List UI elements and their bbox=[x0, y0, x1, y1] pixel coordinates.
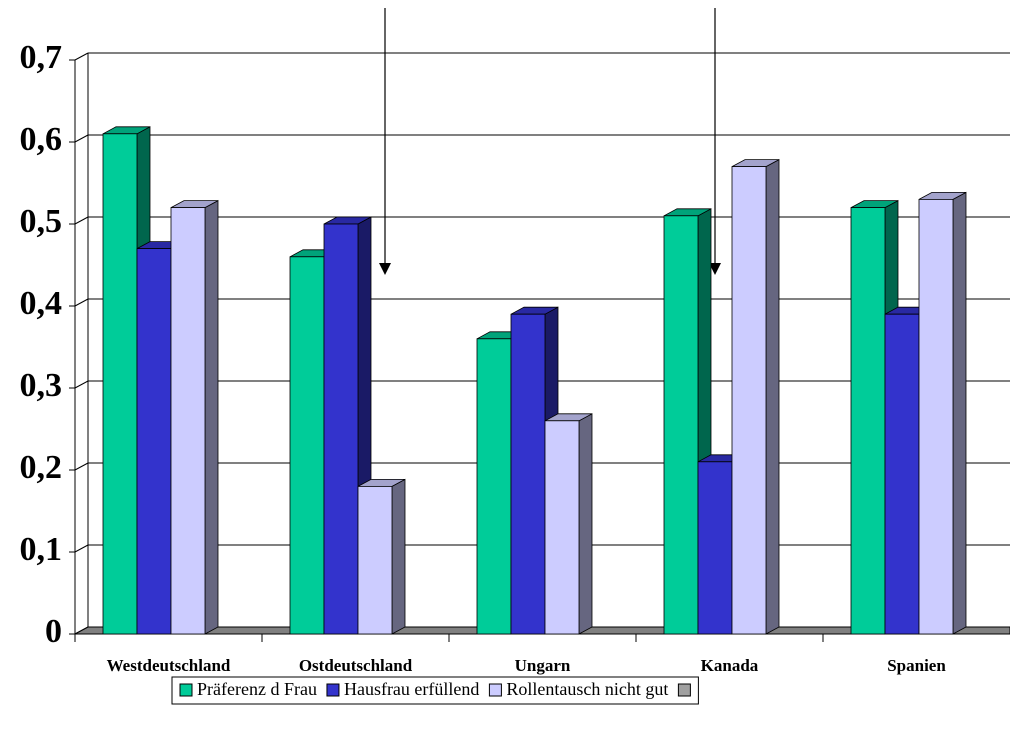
bar-side bbox=[952, 191, 967, 635]
grid-line bbox=[74, 544, 89, 553]
legend-label: Präferenz d Frau bbox=[197, 679, 317, 699]
bar bbox=[731, 158, 780, 635]
bar-front bbox=[323, 223, 359, 635]
legend: Präferenz d Frau Hausfrau erfüllend Rollen… bbox=[171, 676, 699, 705]
legend-swatch bbox=[179, 683, 193, 697]
bar-side bbox=[204, 199, 219, 635]
legend-swatch bbox=[488, 683, 502, 697]
bar-front bbox=[289, 256, 325, 635]
bar-front bbox=[544, 420, 580, 635]
y-tick-label: 0,6 bbox=[20, 121, 63, 158]
legend-swatch bbox=[326, 683, 340, 697]
bar-front bbox=[884, 313, 920, 635]
x-tick-label: Spanien bbox=[887, 656, 946, 675]
bar-front bbox=[357, 485, 393, 635]
bar-front bbox=[918, 198, 954, 635]
y-tick-label: 0,2 bbox=[20, 449, 63, 486]
bar-side bbox=[765, 158, 780, 635]
bar-front bbox=[731, 166, 767, 635]
y-tick-label: 0,7 bbox=[20, 39, 63, 76]
arrow-head bbox=[709, 263, 721, 275]
y-tick-label: 0,4 bbox=[20, 285, 63, 322]
bar-side bbox=[578, 413, 593, 635]
grid-line bbox=[74, 134, 89, 143]
bar bbox=[170, 199, 219, 635]
x-tick-label: Westdeutschland bbox=[107, 656, 231, 675]
bar-side bbox=[391, 478, 406, 635]
bar-front bbox=[476, 338, 512, 635]
x-tick-label: Ungarn bbox=[515, 656, 571, 675]
bar-front bbox=[510, 313, 546, 635]
legend-label: Hausfrau erfüllend bbox=[344, 679, 479, 699]
bar-front bbox=[136, 248, 172, 635]
bar bbox=[357, 478, 406, 635]
y-tick-label: 0,5 bbox=[20, 203, 63, 240]
grid-line bbox=[74, 380, 89, 389]
legend-swatch bbox=[677, 683, 691, 697]
legend-box bbox=[171, 676, 699, 705]
bar-front bbox=[170, 207, 206, 635]
bar-front bbox=[102, 133, 138, 635]
bar bbox=[918, 191, 967, 635]
grid-line bbox=[74, 298, 89, 307]
y-tick-label: 0,3 bbox=[20, 367, 63, 404]
y-tick-label: 0 bbox=[45, 613, 62, 650]
bar-front bbox=[697, 461, 733, 635]
bar bbox=[544, 413, 593, 635]
legend-label: Rollentausch nicht gut bbox=[506, 679, 668, 699]
arrow-head bbox=[379, 263, 391, 275]
x-tick-label: Kanada bbox=[701, 656, 759, 675]
grid-line bbox=[74, 462, 89, 471]
grid-line bbox=[74, 216, 89, 225]
grid-line bbox=[74, 52, 89, 61]
y-tick-label: 0,1 bbox=[20, 531, 63, 568]
bar-front bbox=[850, 207, 886, 635]
x-tick-label: Ostdeutschland bbox=[299, 656, 413, 675]
bar-front bbox=[663, 215, 699, 635]
